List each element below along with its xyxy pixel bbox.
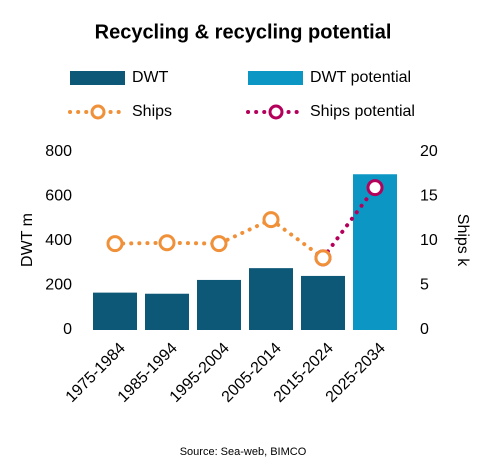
source: Source: Sea-web, BIMCO (180, 446, 307, 458)
y2-axis-title: Ships k (454, 214, 471, 267)
marker (106, 235, 124, 253)
legend-label: Ships potential (310, 103, 415, 120)
legend-marker (268, 104, 284, 120)
legend-label: DWT (132, 69, 169, 86)
marker (366, 179, 384, 197)
y2-tick-label: 20 (420, 143, 438, 160)
y-axis-title: DWT m (19, 213, 36, 267)
legend-swatch (70, 71, 125, 85)
legend-swatch (248, 71, 303, 85)
y-tick-label: 800 (45, 143, 72, 160)
y2-tick-label: 0 (420, 321, 429, 338)
bar (301, 275, 345, 330)
y2-tick-label: 10 (420, 232, 438, 249)
bar (197, 279, 241, 330)
marker (210, 235, 228, 253)
marker (262, 211, 280, 229)
y2-tick-label: 15 (420, 188, 438, 205)
y-tick-label: 200 (45, 277, 72, 294)
bar (93, 292, 137, 330)
marker (314, 249, 332, 267)
y2-tick-label: 5 (420, 277, 429, 294)
legend-label: Ships (132, 103, 172, 120)
y-tick-label: 0 (63, 321, 72, 338)
bar (353, 174, 397, 330)
bar (249, 268, 293, 330)
line (321, 185, 377, 260)
y-tick-label: 400 (45, 232, 72, 249)
bar (145, 293, 189, 330)
legend-label: DWT potential (310, 69, 411, 86)
marker (158, 234, 176, 252)
legend-marker (90, 104, 106, 120)
chart-title: Recycling & recycling potential (95, 21, 392, 43)
y-tick-label: 600 (45, 188, 72, 205)
